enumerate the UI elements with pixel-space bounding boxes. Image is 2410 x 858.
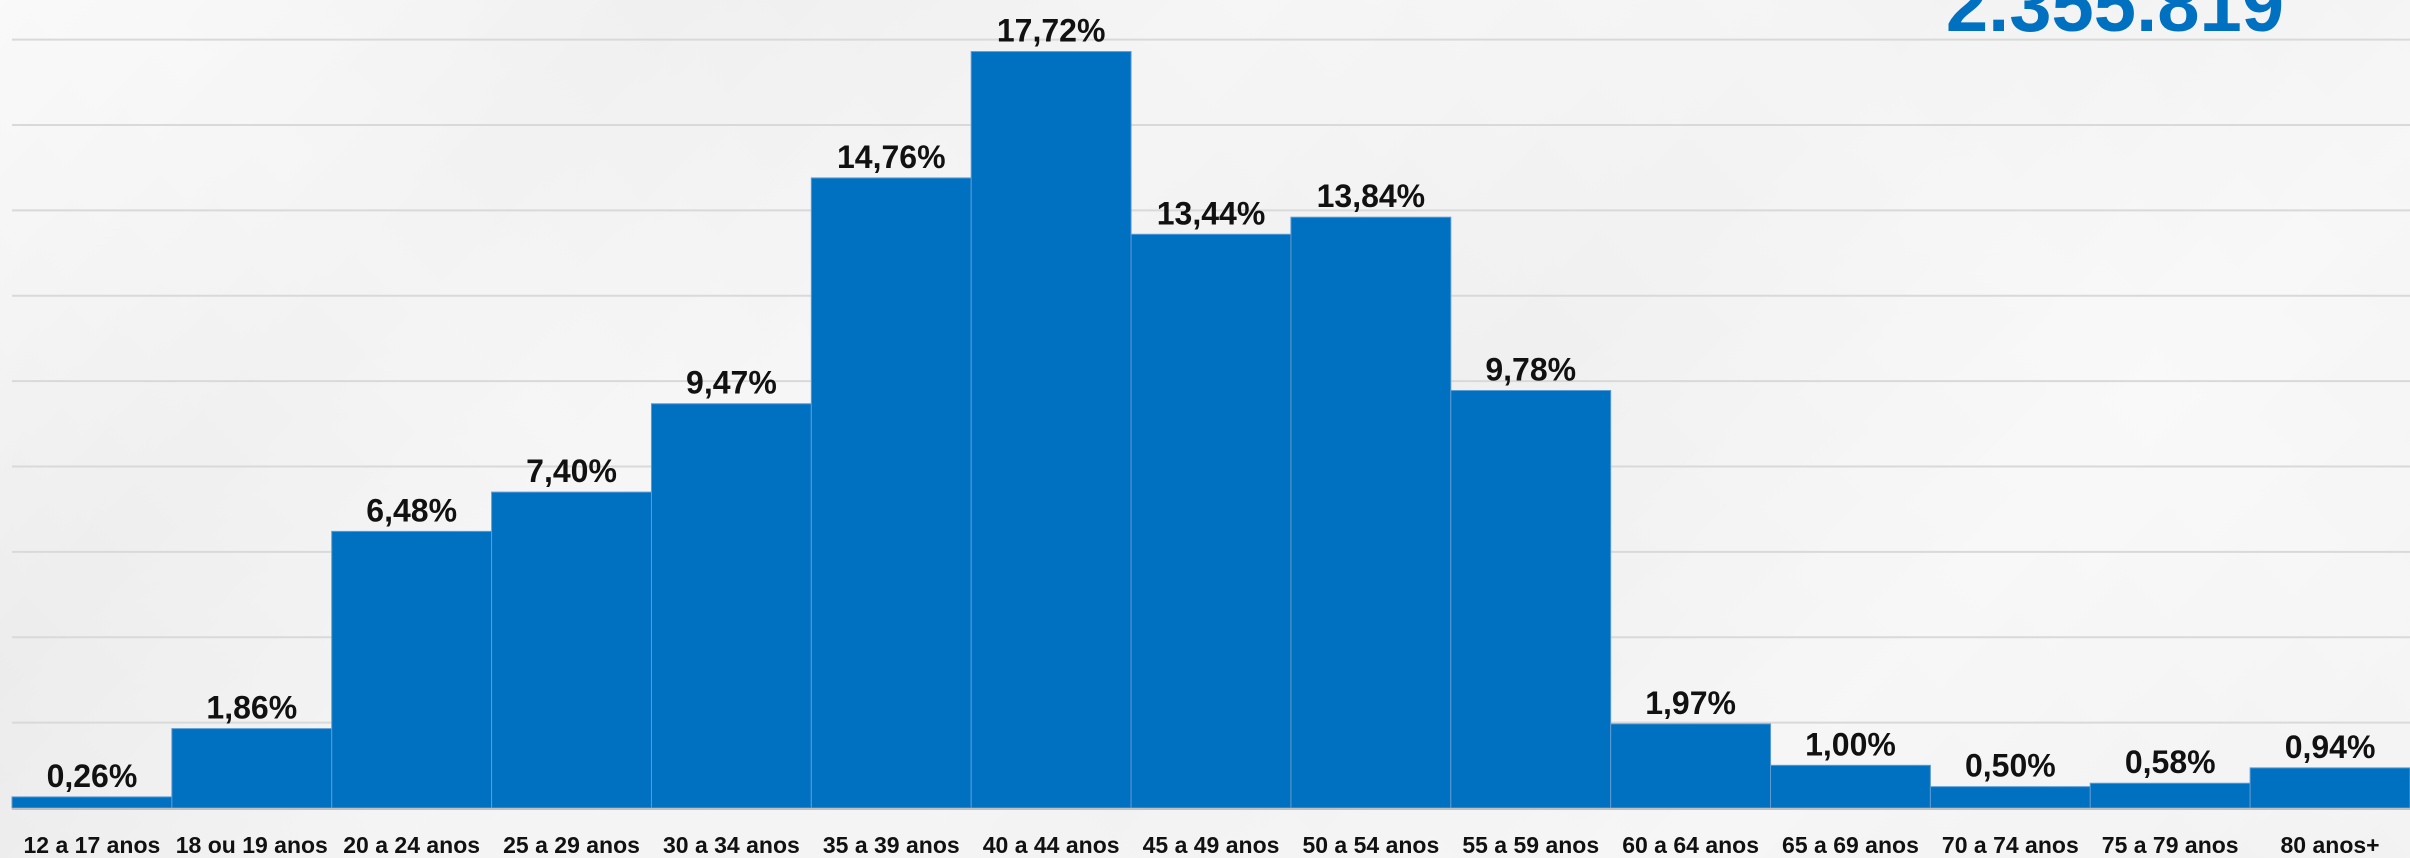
bar — [1610, 723, 1772, 809]
category-label: 55 a 59 anos — [1462, 832, 1599, 858]
bars — [11, 51, 2410, 809]
bar — [1290, 216, 1452, 809]
category-label: 35 a 39 anos — [823, 832, 960, 858]
category-label: 70 a 74 anos — [1942, 832, 2079, 858]
bar — [970, 51, 1132, 809]
category-labels: 12 a 17 anos 18 ou 19 anos 20 a 24 anos 25 … — [24, 832, 2380, 858]
category-label: 20 a 24 anos — [343, 832, 480, 858]
category-label: 75 a 79 anos — [2102, 832, 2239, 858]
category-label: 12 a 17 anos — [24, 832, 161, 858]
bar — [491, 491, 652, 809]
category-label: 18 ou 19 anos — [176, 832, 328, 858]
data-label: 1,00% — [1805, 726, 1896, 762]
data-label: 1,97% — [1645, 685, 1736, 721]
data-label: 13,84% — [1317, 178, 1426, 214]
category-label: 50 a 54 anos — [1302, 832, 1439, 858]
data-label: 17,72% — [997, 13, 1106, 49]
bar — [810, 177, 972, 809]
data-label: 14,76% — [837, 139, 946, 175]
data-label: 0,50% — [1965, 748, 2056, 784]
data-labels: 0,26% 1,86% 6,48% 7,40% 9,47% 14,76% 17,72% 13,… — [47, 13, 2376, 794]
bar — [1130, 233, 1292, 809]
bar — [1450, 390, 1612, 809]
data-label: 0,26% — [47, 758, 138, 794]
data-label: 0,94% — [2285, 729, 2376, 765]
bar — [650, 403, 812, 809]
bar — [2249, 767, 2410, 809]
data-label: 9,78% — [1485, 352, 1576, 388]
bar — [11, 796, 173, 809]
category-label: 65 a 69 anos — [1782, 832, 1919, 858]
category-label: 60 a 64 anos — [1622, 832, 1759, 858]
category-label: 80 anos+ — [2281, 832, 2380, 858]
bar — [1929, 786, 2091, 809]
bar — [1770, 764, 1931, 809]
data-label: 1,86% — [206, 690, 297, 726]
bar — [331, 530, 493, 809]
category-label: 30 a 34 anos — [663, 832, 800, 858]
data-label: 13,44% — [1157, 195, 1266, 231]
total-count-label: 2.355.819 — [1945, 0, 2284, 48]
category-label: 45 a 49 anos — [1143, 832, 1280, 858]
data-label: 9,47% — [686, 365, 777, 401]
bar — [171, 728, 333, 809]
data-label: 7,40% — [526, 453, 617, 489]
category-label: 25 a 29 anos — [503, 832, 640, 858]
data-label: 6,48% — [366, 492, 457, 528]
bar — [2089, 782, 2251, 809]
data-label: 0,58% — [2125, 744, 2216, 780]
category-label: 40 a 44 anos — [983, 832, 1120, 858]
